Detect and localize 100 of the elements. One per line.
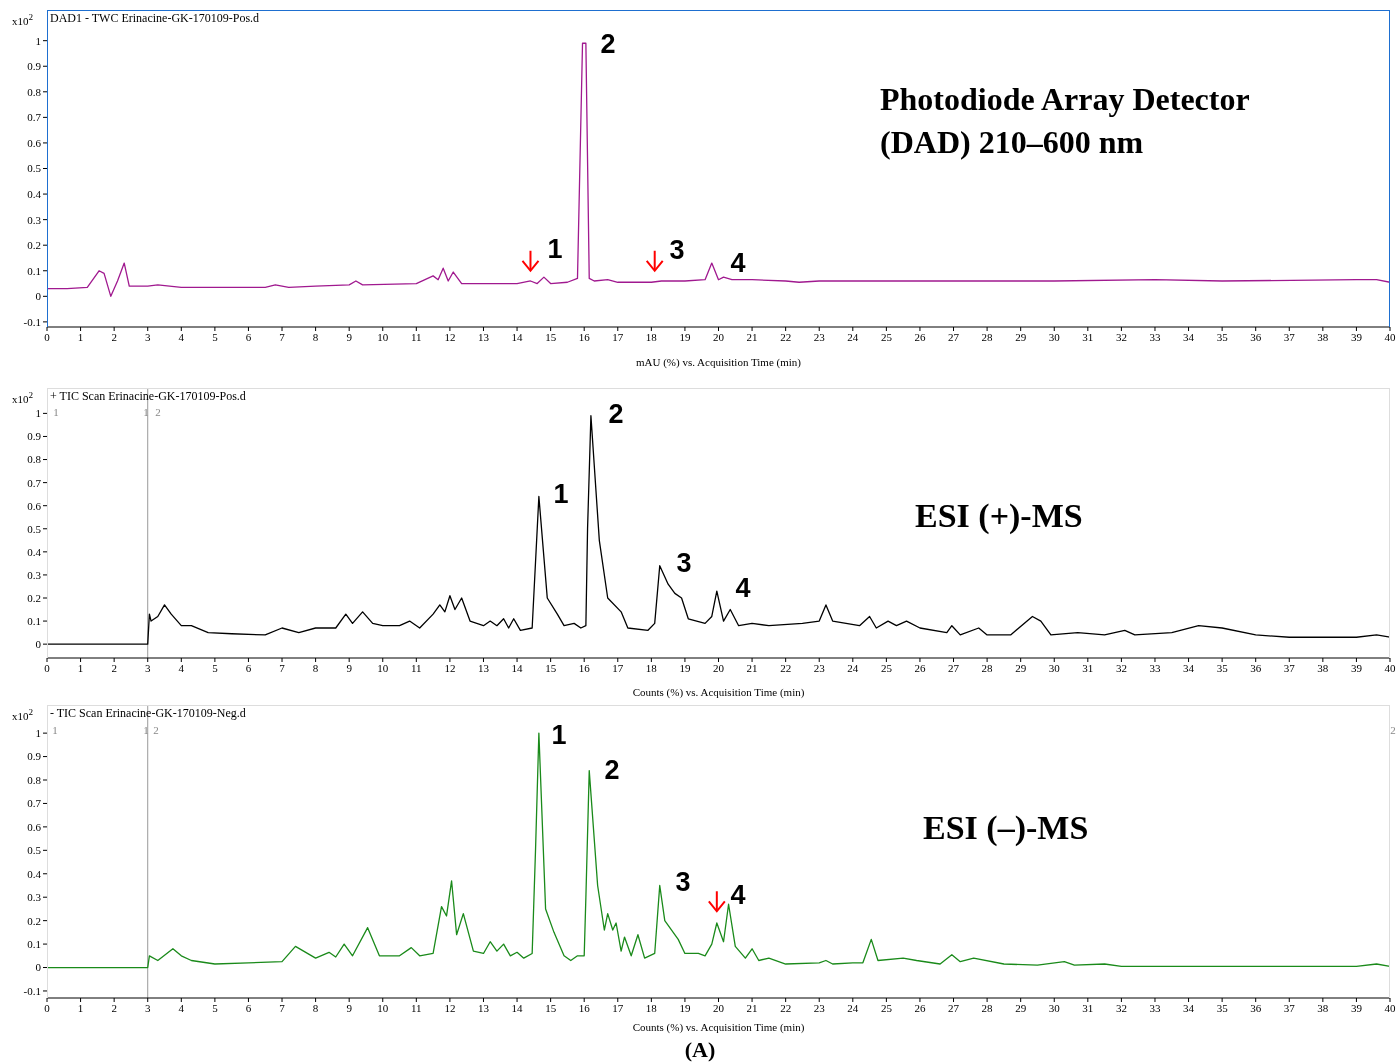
x-tick-label: 22 [780, 1001, 792, 1014]
x-tick-label: 13 [477, 1001, 490, 1014]
x-tick-label: 31 [1082, 661, 1094, 674]
x-tick-label: 3 [144, 1001, 151, 1014]
x-tick-label: 40 [1384, 330, 1396, 343]
x-tick-label: 17 [612, 1001, 624, 1014]
x-tick-label: 34 [1183, 661, 1195, 674]
x-tick-label: 3 [144, 661, 151, 674]
x-tick-label: 12 [444, 661, 456, 674]
x-tick-label: 19 [679, 330, 691, 343]
chart-title: DAD1 - TWC Erinacine-GK-170109-Pos.d [50, 11, 260, 26]
y-tick-label: 0.1 [27, 614, 41, 627]
x-tick-label: 18 [645, 330, 658, 343]
y-tick-label: 0.5 [27, 522, 42, 535]
x-tick-label: 16 [578, 661, 591, 674]
x-tick-label: 16 [578, 1001, 591, 1014]
annotation: 3 [676, 547, 692, 578]
y-tick-label: 0.7 [27, 111, 42, 124]
x-tick-label: 34 [1183, 1001, 1195, 1014]
x-tick-label: 15 [545, 661, 557, 674]
y-tick-label: 0.2 [27, 591, 41, 604]
y-tick-label: 0.5 [27, 844, 42, 857]
x-tick-label: 3 [144, 330, 151, 343]
y-tick-label: 0.6 [27, 499, 42, 512]
y-axis-title: x10$^{2}$ [12, 12, 34, 27]
x-tick-label: 13 [477, 661, 490, 674]
x-tick-label: 36 [1250, 330, 1262, 343]
x-tick-label: 19 [679, 661, 691, 674]
x-tick-label: 18 [645, 1001, 658, 1014]
annotation: 1 [52, 723, 58, 736]
x-axis-title: mAU (%) vs. Acquisition Time (min) [635, 356, 802, 369]
annotation: 1 [143, 723, 149, 736]
x-tick-label: 37 [1283, 1001, 1296, 1014]
y-tick-label: 0.3 [27, 891, 42, 904]
y-tick-label: 0.5 [27, 162, 42, 175]
x-tick-label: 39 [1350, 1001, 1363, 1014]
x-tick-label: 5 [212, 661, 219, 674]
x-tick-label: 10 [377, 330, 389, 343]
x-tick-label: 27 [948, 330, 960, 343]
x-tick-label: 21 [746, 1001, 758, 1014]
annotation: ESI (–)-MS [923, 808, 1090, 848]
x-tick-label: 9 [346, 1001, 353, 1014]
x-tick-label: 32 [1115, 1001, 1127, 1014]
y-tick-label: 0 [35, 638, 42, 651]
x-tick-label: 14 [511, 661, 524, 674]
x-tick-label: 6 [245, 661, 252, 674]
x-tick-label: 12 [444, 330, 456, 343]
annotation: ESI (+)-MS [915, 496, 1084, 536]
annotation: 1 [547, 233, 563, 264]
annotation: 3 [669, 234, 685, 265]
x-tick-label: 25 [880, 661, 893, 674]
x-axis-title: Counts (%) vs. Acquisition Time (min) [632, 1021, 805, 1034]
x-tick-label: 38 [1317, 661, 1329, 674]
chart-title: + TIC Scan Erinacine-GK-170109-Pos.d [50, 389, 246, 404]
y-tick-label: 1 [35, 407, 41, 420]
x-tick-label: 9 [346, 661, 353, 674]
x-tick-label: 8 [312, 330, 319, 343]
x-tick-label: 21 [746, 330, 758, 343]
x-tick-label: 18 [645, 661, 658, 674]
x-tick-label: 16 [578, 330, 591, 343]
x-tick-label: 1 [77, 330, 84, 343]
annotation: 4 [730, 247, 746, 278]
y-axis-title: x10$^{2}$ [12, 390, 34, 405]
chart-title: - TIC Scan Erinacine-GK-170109-Neg.d [50, 706, 246, 721]
x-tick-label: 33 [1149, 1001, 1161, 1014]
y-tick-label: 0 [35, 961, 42, 974]
x-tick-label: 34 [1183, 330, 1195, 343]
x-tick-label: 40 [1384, 661, 1396, 674]
y-tick-label: 0.3 [27, 213, 42, 226]
y-tick-label: 0.9 [27, 430, 42, 443]
x-tick-label: 10 [377, 661, 389, 674]
y-tick-label: 0.2 [27, 914, 41, 927]
x-tick-label: 23 [813, 1001, 826, 1014]
x-tick-label: 21 [746, 661, 758, 674]
x-tick-label: 31 [1082, 330, 1094, 343]
y-tick-label: 0.9 [27, 750, 42, 763]
x-tick-label: 26 [914, 661, 926, 674]
x-tick-label: 24 [847, 1001, 859, 1014]
x-tick-label: 32 [1115, 661, 1127, 674]
x-tick-label: 20 [713, 661, 725, 674]
x-tick-label: 29 [1015, 661, 1027, 674]
y-tick-label: 0.7 [27, 476, 42, 489]
x-tick-label: 35 [1216, 1001, 1229, 1014]
x-tick-label: 17 [612, 661, 624, 674]
x-tick-label: 11 [411, 661, 422, 674]
x-tick-label: 14 [511, 1001, 524, 1014]
x-tick-label: 39 [1350, 661, 1363, 674]
y-tick-label: 0.8 [27, 453, 42, 466]
x-tick-label: 28 [981, 661, 994, 674]
x-tick-label: 33 [1149, 661, 1161, 674]
x-tick-label: 36 [1250, 661, 1262, 674]
x-tick-label: 11 [411, 330, 422, 343]
x-tick-label: 30 [1048, 1001, 1061, 1014]
x-tick-label: 5 [212, 1001, 219, 1014]
x-tick-label: 1 [77, 661, 84, 674]
annotation: 1 [143, 405, 149, 418]
annotation: 1 [551, 719, 567, 750]
text: 2 [1390, 723, 1396, 736]
x-tick-label: 11 [411, 1001, 422, 1014]
x-tick-label: 9 [346, 330, 353, 343]
